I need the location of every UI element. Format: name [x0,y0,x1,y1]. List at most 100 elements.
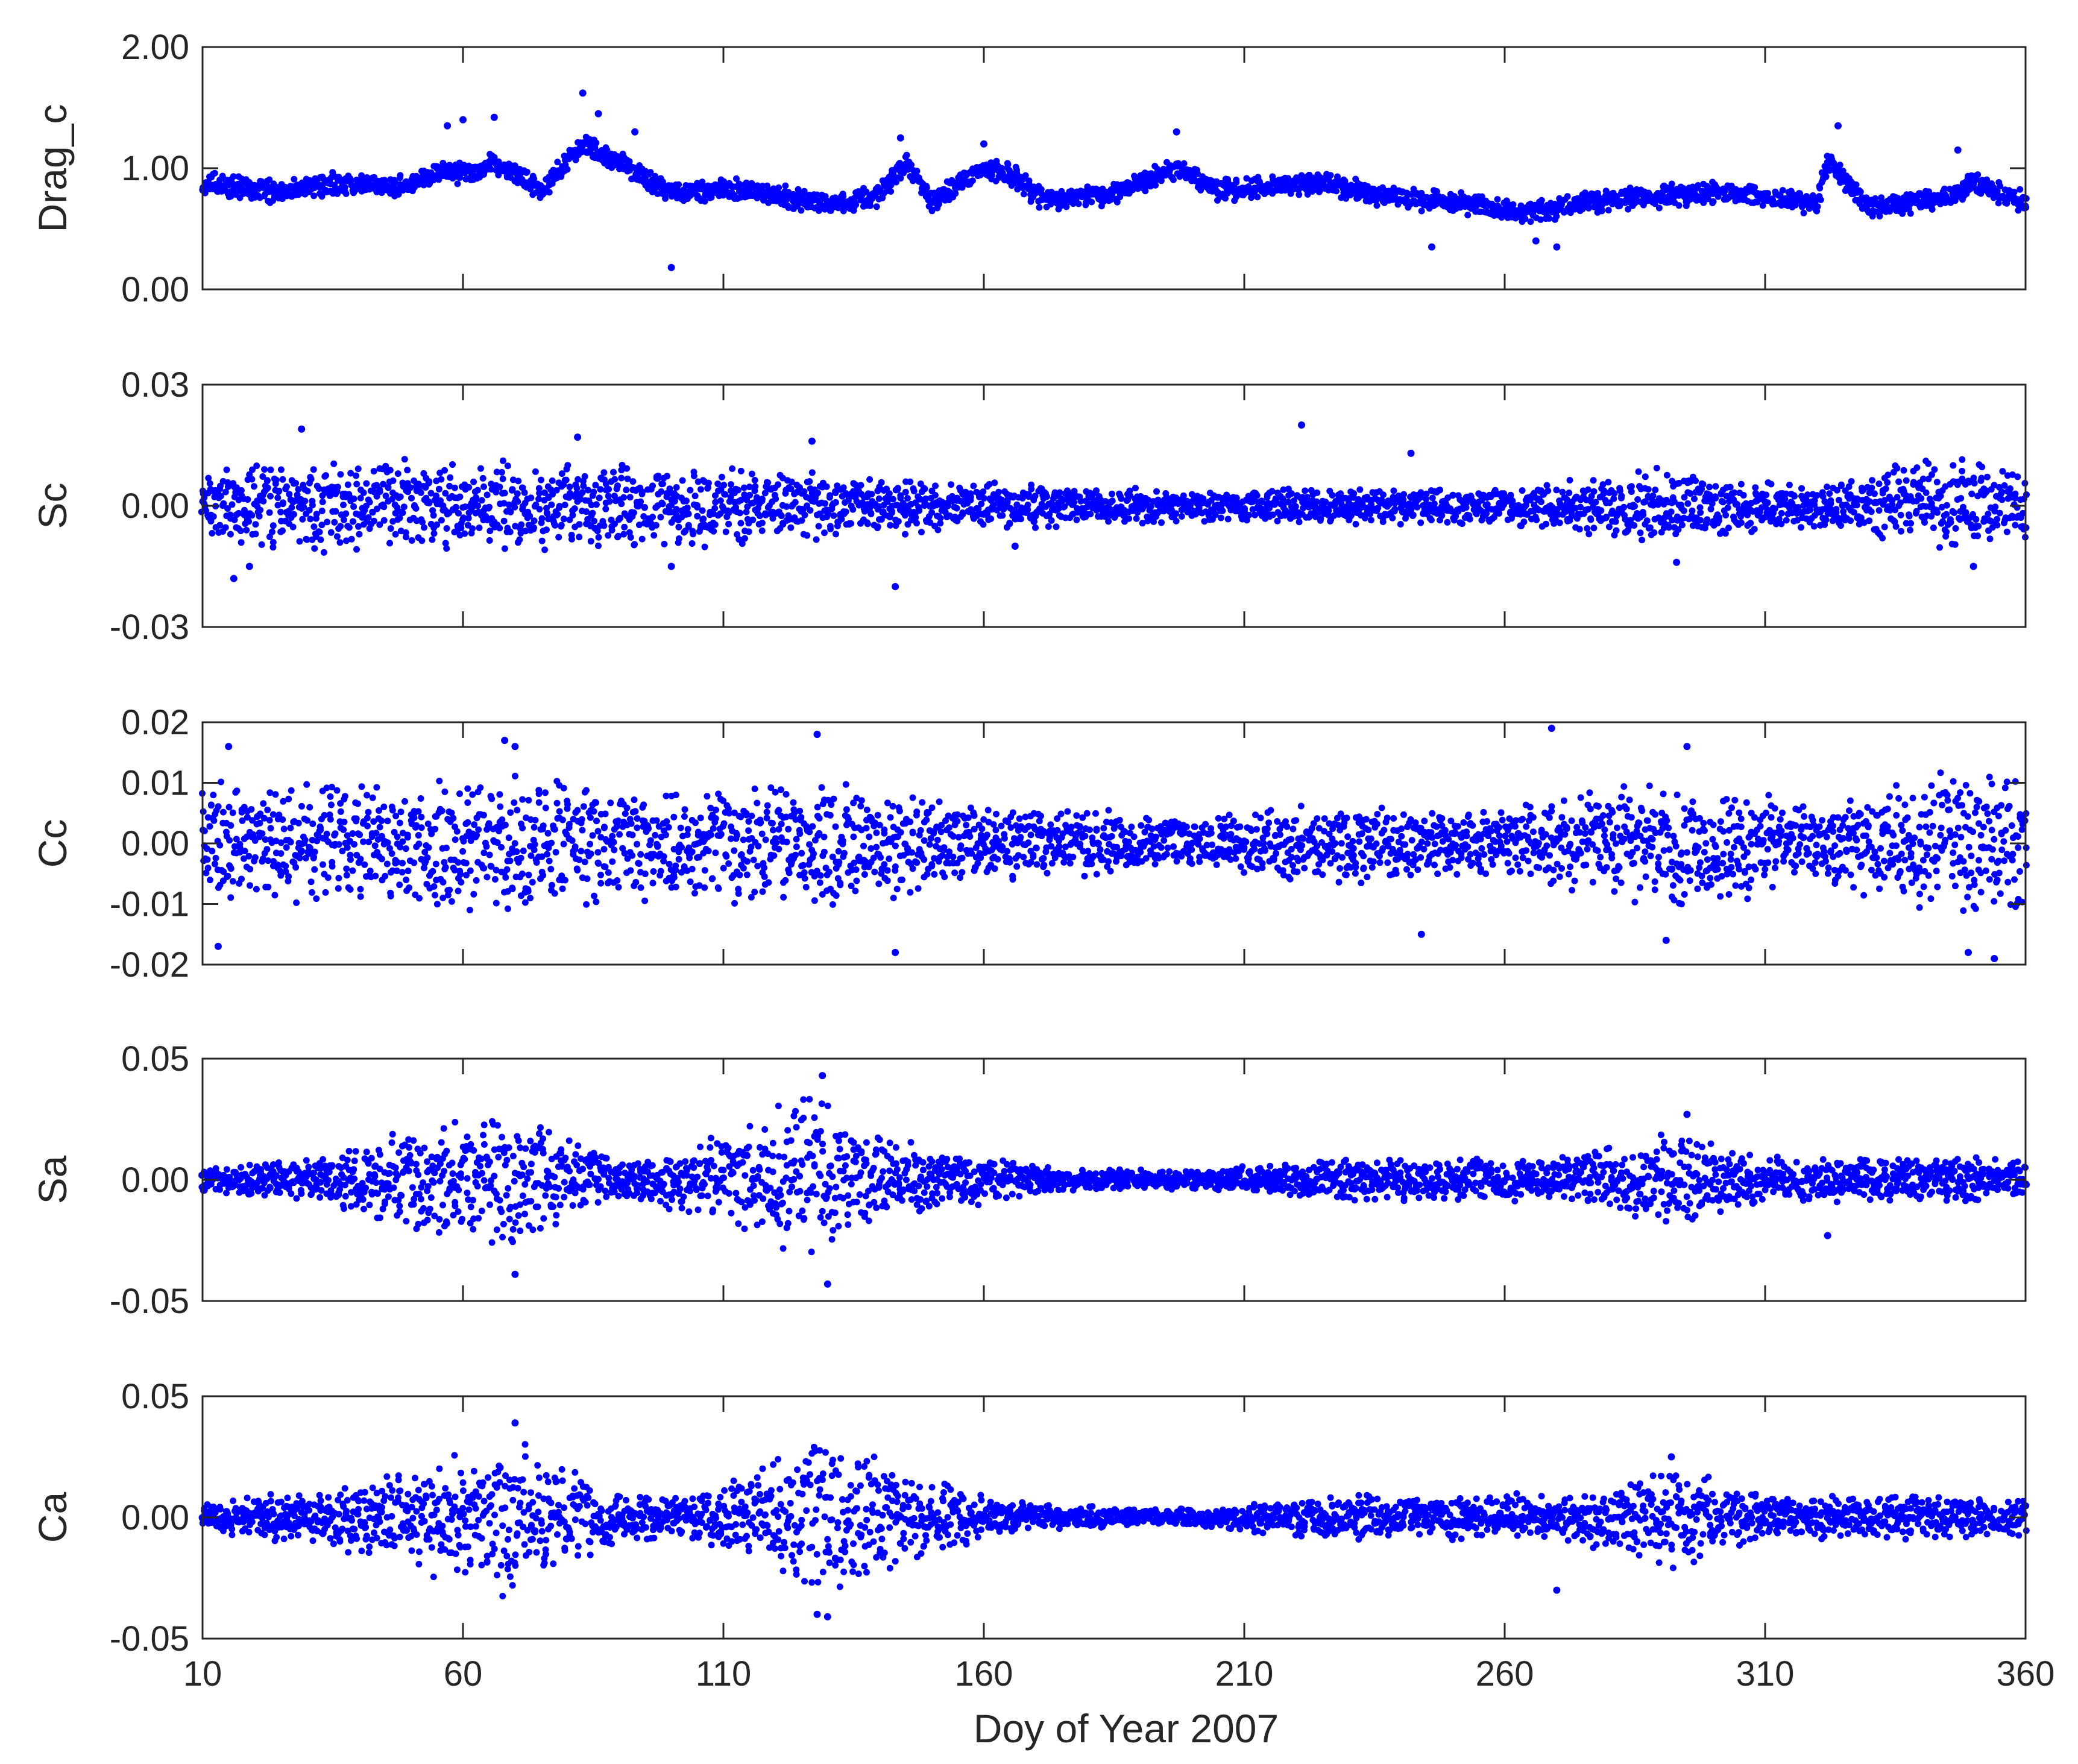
data-point [1417,519,1425,526]
data-point [931,492,939,499]
data-point [737,467,745,474]
data-point [514,490,521,497]
data-point [252,531,259,538]
data-point [1224,176,1231,183]
outlier-point [444,122,452,130]
data-point [491,154,498,161]
data-point [1109,490,1115,497]
data-point [342,510,350,517]
data-point [711,505,719,512]
data-point [772,495,779,502]
data-point [1605,207,1612,214]
data-point [1450,517,1458,524]
data-point [813,490,820,497]
data-point [408,537,415,544]
data-point [815,523,822,530]
data-point [1389,514,1396,521]
data-point [737,520,745,527]
data-point [895,518,902,525]
data-point [687,487,694,494]
data-point [454,180,461,187]
data-point [1800,209,1807,216]
data-point [579,489,586,496]
data-point [536,506,543,513]
data-point [874,524,881,532]
data-point [605,486,612,493]
data-point [385,484,392,491]
data-point [560,515,567,523]
data-point [1853,181,1860,188]
data-point [257,506,264,514]
data-point [309,502,316,509]
data-point [501,490,508,497]
data-point [350,503,357,510]
data-point [429,536,436,543]
data-point [206,480,213,487]
data-point [758,527,766,534]
data-point [813,191,820,198]
data-point [743,508,750,515]
data-point [792,499,799,506]
data-point [1582,193,1588,200]
data-point [289,523,297,531]
data-point [1590,477,1597,484]
data-point [403,534,410,541]
data-point [324,518,331,526]
data-point [279,527,286,534]
data-point [485,505,492,512]
data-point [292,480,299,487]
data-point [745,528,752,535]
data-point [336,539,344,546]
data-point [473,494,479,501]
data-point [1391,508,1398,515]
data-point [1836,162,1843,169]
data-point [243,526,250,534]
data-point [461,530,468,537]
data-point [970,482,977,490]
data-point [515,477,522,485]
data-point [1271,501,1278,508]
data-point [566,484,573,491]
data-point [1006,520,1013,528]
data-point [1020,191,1027,198]
data-point [283,483,290,490]
data-point [887,188,895,195]
data-point [840,484,847,491]
data-point [514,498,521,505]
data-point [1053,523,1060,531]
data-point [258,541,265,548]
data-point [211,169,218,177]
data-point [980,495,987,502]
data-point [565,494,573,501]
data-point [1544,487,1552,494]
outlier-point [896,134,904,142]
data-point [238,539,245,546]
data-point [623,465,631,472]
data-point [511,162,518,169]
data-point [593,501,600,508]
data-point [641,504,648,511]
data-point [546,189,553,196]
data-point [341,516,347,523]
outlier-point [1173,128,1180,136]
data-point [918,529,925,536]
data-point [832,499,839,506]
data-point [244,496,251,503]
data-point [792,203,799,210]
data-point [746,491,754,499]
data-point [688,540,696,547]
data-point [1397,521,1404,528]
data-point [345,524,353,531]
data-point [591,517,597,524]
data-point [700,515,707,523]
data-point [311,545,318,552]
data-point [505,501,512,508]
data-point [509,486,516,493]
data-point [815,207,822,214]
data-point [408,494,415,502]
data-point [470,478,477,485]
data-point [443,545,450,552]
data-point [637,498,644,505]
data-point [701,543,708,550]
